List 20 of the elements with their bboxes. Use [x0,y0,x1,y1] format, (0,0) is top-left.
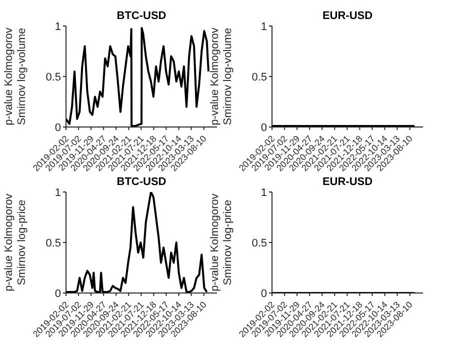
y-tick-label: 0.5 [252,71,267,84]
y-tick-label: 0 [54,288,61,300]
chart-title: BTC-USD [116,10,168,22]
y-tick-label: 0.5 [46,71,61,84]
y-tick-label: 1 [260,20,267,33]
y-axis-title: p-value Kolmogorov Smirnov log-price [209,193,234,292]
y-axis-title: p-value Kolmogorov Smirnov log-volume [209,27,234,126]
y-tick-label: 0 [260,122,267,134]
chart-title: BTC-USD [116,176,168,188]
y-axis-title: p-value Kolmogorov Smirnov log-volume [3,27,28,126]
y-tick-label: 0.5 [252,237,267,250]
y-axis-title: p-value Kolmogorov Smirnov log-price [3,193,28,292]
chart-title: EUR-USD [321,10,374,22]
y-tick-label: 1 [54,20,61,33]
y-tick-label: 1 [54,186,61,199]
y-tick-label: 1 [260,186,267,199]
y-tick-label: 0 [54,122,61,134]
chart-title: EUR-USD [321,176,374,188]
y-tick-label: 0 [260,288,267,300]
y-tick-label: 0.5 [46,237,61,250]
